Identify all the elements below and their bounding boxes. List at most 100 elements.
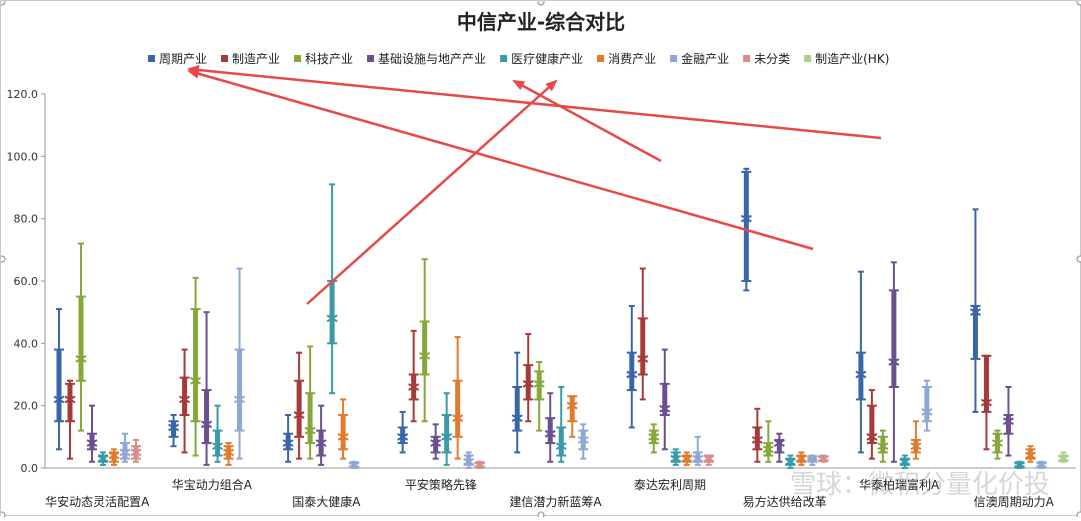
box-median [773, 439, 785, 447]
legend-swatch [670, 55, 678, 62]
box-median [855, 370, 867, 379]
box-median [511, 414, 523, 422]
box-median [293, 411, 305, 419]
legend-swatch [294, 55, 302, 62]
legend-swatch [148, 55, 155, 62]
box-mark [762, 420, 774, 463]
box-mark [190, 276, 202, 457]
box-median [337, 432, 349, 441]
resize-handle [1076, 0, 1081, 6]
box-median [1024, 451, 1036, 460]
box-mark [817, 454, 829, 463]
legend-swatch [221, 55, 229, 62]
legend-entry: 金融产业 [681, 51, 729, 66]
box-median [888, 358, 900, 366]
box-body [182, 377, 188, 416]
box-median [1002, 417, 1014, 426]
box-body [891, 290, 897, 387]
box-body [754, 427, 760, 450]
box-median [348, 461, 360, 469]
legend-swatch [804, 55, 812, 62]
box-median [463, 457, 475, 466]
y-tick-label: 80.0 [14, 213, 39, 226]
box-median [64, 395, 76, 404]
box-median [740, 214, 752, 223]
box-median [179, 395, 191, 404]
legend-entry: 消费产业 [608, 52, 656, 66]
box-median [795, 454, 807, 463]
box-mark [866, 389, 878, 460]
box-mark [53, 308, 65, 451]
box-body [171, 421, 177, 437]
box-body [924, 386, 930, 422]
box-median [452, 414, 464, 422]
box-mark [130, 438, 142, 463]
box-median [304, 426, 316, 435]
box-body [536, 371, 542, 400]
box-median [866, 432, 878, 441]
box-body [558, 427, 564, 456]
box-median [670, 454, 682, 463]
box-mark [97, 451, 109, 466]
box-mark [511, 351, 523, 454]
box-median [762, 445, 774, 454]
box-body [514, 386, 520, 431]
box-median [326, 314, 338, 323]
box-median [430, 439, 442, 447]
y-axis: 0.0 20.0 40.0 60.0 80.0 100.0 120.0 [7, 88, 1076, 475]
box-body [880, 436, 886, 453]
box-mark [463, 451, 475, 469]
box-mark [315, 404, 327, 466]
box-body [78, 296, 84, 381]
box-body [215, 430, 221, 456]
box-mark [293, 351, 305, 460]
box-body [662, 383, 668, 416]
box-body [776, 439, 782, 453]
box-median [784, 457, 796, 466]
box-mark [910, 420, 922, 460]
box-mark [168, 414, 180, 448]
box-mark [681, 451, 693, 466]
box-mark [419, 258, 431, 423]
box-body [547, 418, 553, 444]
box-median [692, 454, 704, 463]
box-median [1013, 461, 1025, 469]
legend-entry: 制造产业(HK) [815, 52, 889, 66]
y-tick-label: 120.0 [7, 88, 39, 101]
box-median [921, 408, 933, 416]
box-mark [533, 361, 545, 432]
box-median [223, 448, 235, 457]
box-body [237, 349, 243, 431]
legend-swatch [597, 55, 605, 62]
box-body [858, 352, 864, 400]
box-median [681, 454, 693, 463]
legend: 周期产业 制造产业 科技产业 基础设施与地产产业 医疗健康产业 消费产业 金融产业 未分类 制造… [148, 51, 889, 66]
box-median [637, 355, 649, 363]
box-mark [670, 448, 682, 466]
box-median [910, 442, 922, 451]
box-mark [773, 432, 785, 463]
box-median [130, 448, 142, 457]
box-mark [304, 345, 316, 460]
box-mark [452, 336, 464, 460]
box-mark [282, 414, 294, 463]
box-body [296, 380, 302, 437]
box-mark [877, 429, 889, 463]
box-mark [577, 423, 589, 460]
box-body [67, 383, 73, 422]
box-median [659, 404, 671, 413]
box-median [555, 442, 567, 451]
box-mark [108, 448, 120, 466]
box-median [234, 395, 246, 404]
box-mark [544, 392, 556, 463]
annotation-arrow [512, 79, 662, 163]
box-body [422, 321, 428, 375]
box-body [400, 427, 406, 444]
box-body [204, 390, 210, 444]
chart-title: 中信产业-综合对比 [457, 10, 625, 34]
box-mark [397, 410, 409, 454]
box-median [751, 436, 763, 444]
box-median [648, 432, 660, 441]
x-tick-label: 华宝动力组合A [172, 477, 253, 492]
box-body [1027, 449, 1033, 459]
